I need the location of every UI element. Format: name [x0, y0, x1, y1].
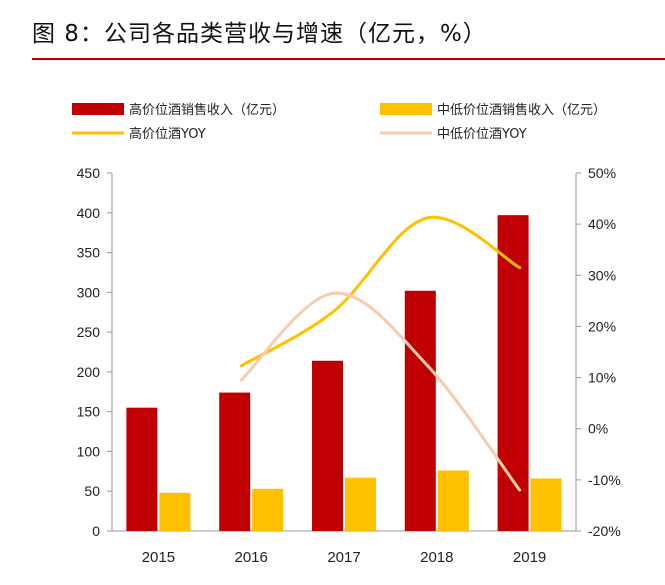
- legend-label: 中低价位酒销售收入（亿元）: [437, 102, 606, 118]
- title-rule: [32, 58, 665, 60]
- line-mid-low-price-yoy: [239, 291, 522, 492]
- x-tick-label: 2015: [142, 549, 175, 566]
- line-high-price-yoy: [239, 215, 522, 368]
- left-tick-label: 0: [92, 523, 100, 539]
- x-tick-label: 2019: [513, 549, 546, 566]
- left-tick-label: 400: [77, 205, 101, 221]
- right-tick-label: -20%: [588, 523, 621, 539]
- left-tick-label: 250: [77, 324, 101, 340]
- legend-swatch: [72, 103, 124, 115]
- figure-title: 图 8：公司各品类营收与增速（亿元，%）: [32, 21, 487, 47]
- legend-label: 中低价位酒YOY: [437, 127, 527, 142]
- bar-mid-low-price: [437, 470, 469, 531]
- legend-label: 高价位酒销售收入（亿元）: [129, 102, 285, 118]
- right-tick-label: 0%: [588, 421, 608, 437]
- right-tick-label: 30%: [588, 267, 616, 283]
- left-tick-label: 450: [77, 165, 101, 181]
- right-tick-label: -10%: [588, 472, 621, 488]
- left-tick-label: 300: [77, 284, 101, 300]
- bar-high-price: [312, 360, 343, 531]
- right-tick-label: 50%: [588, 165, 616, 181]
- right-tick-label: 20%: [588, 318, 616, 334]
- left-tick-label: 50: [84, 483, 100, 499]
- legend-label: 高价位酒YOY: [129, 126, 206, 142]
- x-tick-label: 2017: [327, 549, 360, 566]
- bar-high-price: [404, 290, 436, 531]
- left-tick-label: 100: [77, 443, 101, 459]
- x-tick-label: 2016: [235, 549, 268, 566]
- left-tick-label: 150: [77, 404, 101, 420]
- legend-swatch: [380, 103, 432, 115]
- right-tick-label: 40%: [588, 216, 616, 232]
- left-tick-label: 200: [77, 364, 101, 380]
- bar-mid-low-price: [530, 478, 562, 531]
- bar-mid-low-price: [252, 488, 284, 531]
- x-tick-label: 2018: [420, 549, 453, 566]
- bar-mid-low-price: [159, 492, 191, 531]
- left-tick-label: 350: [77, 245, 101, 261]
- bar-mid-low-price: [345, 477, 376, 531]
- bar-high-price: [126, 407, 158, 531]
- bar-high-price: [219, 392, 251, 531]
- right-tick-label: 10%: [588, 370, 616, 386]
